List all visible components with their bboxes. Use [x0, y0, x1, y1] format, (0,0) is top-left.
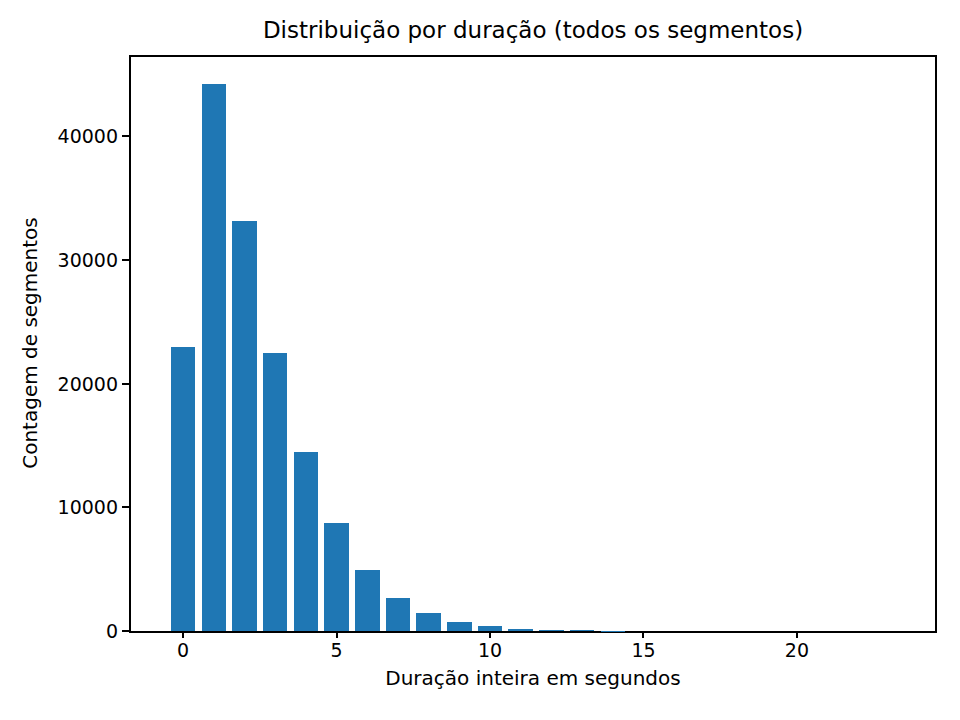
y-tick-mark [122, 506, 129, 508]
figure: Distribuição por duração (todos os segme… [0, 0, 960, 720]
y-tick-mark [122, 383, 129, 385]
x-tick-label: 0 [177, 639, 189, 661]
bar [232, 221, 257, 631]
y-tick-label: 0 [106, 620, 118, 642]
chart-title: Distribuição por duração (todos os segme… [129, 17, 937, 43]
y-tick-label: 10000 [58, 496, 118, 518]
bar [355, 570, 380, 631]
y-tick-mark [122, 630, 129, 632]
x-tick-label: 5 [331, 639, 343, 661]
y-tick-label: 20000 [58, 373, 118, 395]
bar [386, 598, 411, 631]
y-tick-label: 30000 [58, 249, 118, 271]
bar [508, 629, 533, 631]
y-tick-mark [122, 259, 129, 261]
x-tick-label: 20 [785, 639, 809, 661]
bar [539, 630, 564, 631]
bar [416, 613, 441, 631]
bar [294, 452, 319, 631]
x-tick-mark [182, 631, 184, 638]
plot-area: 05101520010000200003000040000 [129, 55, 937, 633]
x-tick-label: 10 [478, 639, 502, 661]
x-axis-label: Duração inteira em segundos [129, 666, 937, 690]
bar [447, 622, 472, 631]
x-tick-mark [336, 631, 338, 638]
y-tick-label: 40000 [58, 125, 118, 147]
x-tick-label: 15 [631, 639, 655, 661]
bar [263, 353, 288, 631]
x-tick-mark [642, 631, 644, 638]
bar [171, 347, 196, 631]
x-tick-mark [796, 631, 798, 638]
y-axis-label: Contagem de segmentos [18, 217, 42, 469]
x-tick-mark [489, 631, 491, 638]
y-tick-mark [122, 135, 129, 137]
bar [570, 630, 595, 631]
bar [202, 84, 227, 631]
bar [324, 523, 349, 631]
